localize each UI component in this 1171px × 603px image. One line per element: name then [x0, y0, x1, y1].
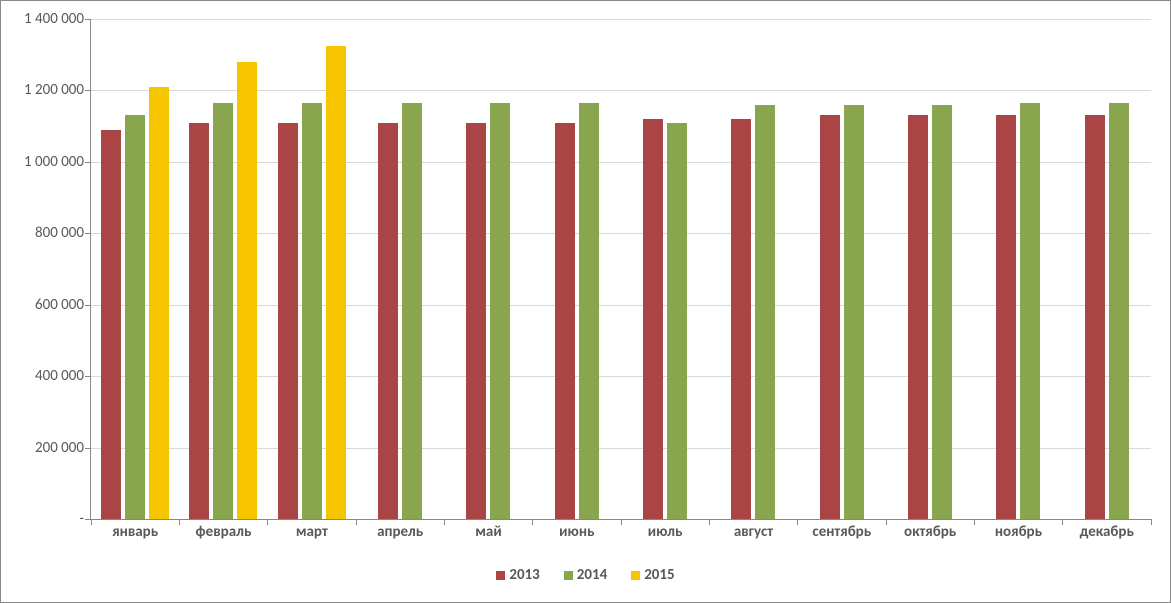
x-axis-label: август	[709, 523, 797, 541]
bar-2013	[555, 123, 575, 519]
bar-2015	[149, 87, 169, 519]
y-axis-label: 1 200 000	[4, 81, 84, 99]
x-tick	[267, 519, 268, 525]
y-axis-label: 200 000	[4, 439, 84, 457]
bar-2014	[844, 105, 864, 519]
y-tick	[85, 448, 91, 449]
y-axis-label: -	[4, 510, 84, 528]
bar-2013	[278, 123, 298, 519]
x-axis-label: март	[268, 523, 356, 541]
y-tick	[85, 162, 91, 163]
bar-2013	[101, 130, 121, 519]
x-axis-labels: январьфевральмартапрельмайиюньиюльавгуст…	[91, 523, 1151, 541]
x-tick	[1151, 519, 1152, 525]
plot-area	[91, 19, 1151, 520]
bar-2014	[755, 105, 775, 519]
bar-2015	[326, 46, 346, 519]
x-tick	[1062, 519, 1063, 525]
bar-2013	[466, 123, 486, 519]
legend-swatch	[631, 571, 640, 580]
bar-2013	[1085, 115, 1105, 519]
y-axis-line	[90, 19, 91, 519]
bar-2014	[125, 115, 145, 519]
month-group	[356, 19, 444, 519]
month-group	[974, 19, 1062, 519]
x-axis-label: июль	[621, 523, 709, 541]
x-tick	[797, 519, 798, 525]
month-group	[886, 19, 974, 519]
x-tick	[974, 519, 975, 525]
y-tick	[85, 305, 91, 306]
bar-2014	[579, 103, 599, 519]
x-tick	[356, 519, 357, 525]
bar-2013	[996, 115, 1016, 519]
x-axis-label: ноябрь	[974, 523, 1062, 541]
x-tick	[179, 519, 180, 525]
y-tick	[85, 19, 91, 20]
bar-2013	[820, 115, 840, 519]
bar-2014	[1020, 103, 1040, 519]
y-axis-label: 1 400 000	[4, 10, 84, 28]
y-axis-label: 600 000	[4, 296, 84, 314]
bar-2014	[490, 103, 510, 519]
y-tick	[85, 376, 91, 377]
chart-container: - 200 000 400 000 600 000 800 000 1 000 000 1 …	[0, 0, 1171, 603]
bar-2014	[302, 103, 322, 519]
month-group	[179, 19, 267, 519]
y-tick	[85, 233, 91, 234]
x-tick	[709, 519, 710, 525]
x-tick	[621, 519, 622, 525]
bar-2013	[189, 123, 209, 519]
month-group	[798, 19, 886, 519]
legend-label: 2013	[509, 566, 539, 584]
y-axis-label: 400 000	[4, 367, 84, 385]
month-group	[709, 19, 797, 519]
x-axis-label: декабрь	[1063, 523, 1151, 541]
x-axis-label: май	[444, 523, 532, 541]
bar-2013	[908, 115, 928, 519]
bar-2013	[378, 123, 398, 519]
x-tick	[886, 519, 887, 525]
legend-item-2013: 2013	[496, 566, 539, 584]
month-group	[1063, 19, 1151, 519]
x-tick	[91, 519, 92, 525]
month-group	[91, 19, 179, 519]
month-group	[268, 19, 356, 519]
legend: 2013 2014 2015	[1, 566, 1170, 584]
legend-item-2015: 2015	[631, 566, 674, 584]
x-axis-label: январь	[91, 523, 179, 541]
legend-label: 2015	[644, 566, 674, 584]
bar-2014	[667, 123, 687, 519]
bar-2014	[1109, 103, 1129, 519]
y-axis-label: 1 000 000	[4, 153, 84, 171]
month-group	[444, 19, 532, 519]
bar-2013	[731, 119, 751, 519]
x-axis-label: октябрь	[886, 523, 974, 541]
x-axis-label: апрель	[356, 523, 444, 541]
bars-row	[91, 19, 1151, 519]
month-group	[621, 19, 709, 519]
x-tick	[532, 519, 533, 525]
bar-2014	[932, 105, 952, 519]
legend-swatch	[496, 571, 505, 580]
x-axis-label: февраль	[179, 523, 267, 541]
x-tick	[444, 519, 445, 525]
bar-2014	[402, 103, 422, 519]
bar-2015	[237, 62, 257, 519]
x-axis-label: сентябрь	[798, 523, 886, 541]
legend-item-2014: 2014	[564, 566, 607, 584]
month-group	[533, 19, 621, 519]
legend-label: 2014	[577, 566, 607, 584]
bar-2013	[643, 119, 663, 519]
bar-2014	[213, 103, 233, 519]
legend-swatch	[564, 571, 573, 580]
y-tick	[85, 90, 91, 91]
x-axis-label: июнь	[533, 523, 621, 541]
y-axis-label: 800 000	[4, 224, 84, 242]
